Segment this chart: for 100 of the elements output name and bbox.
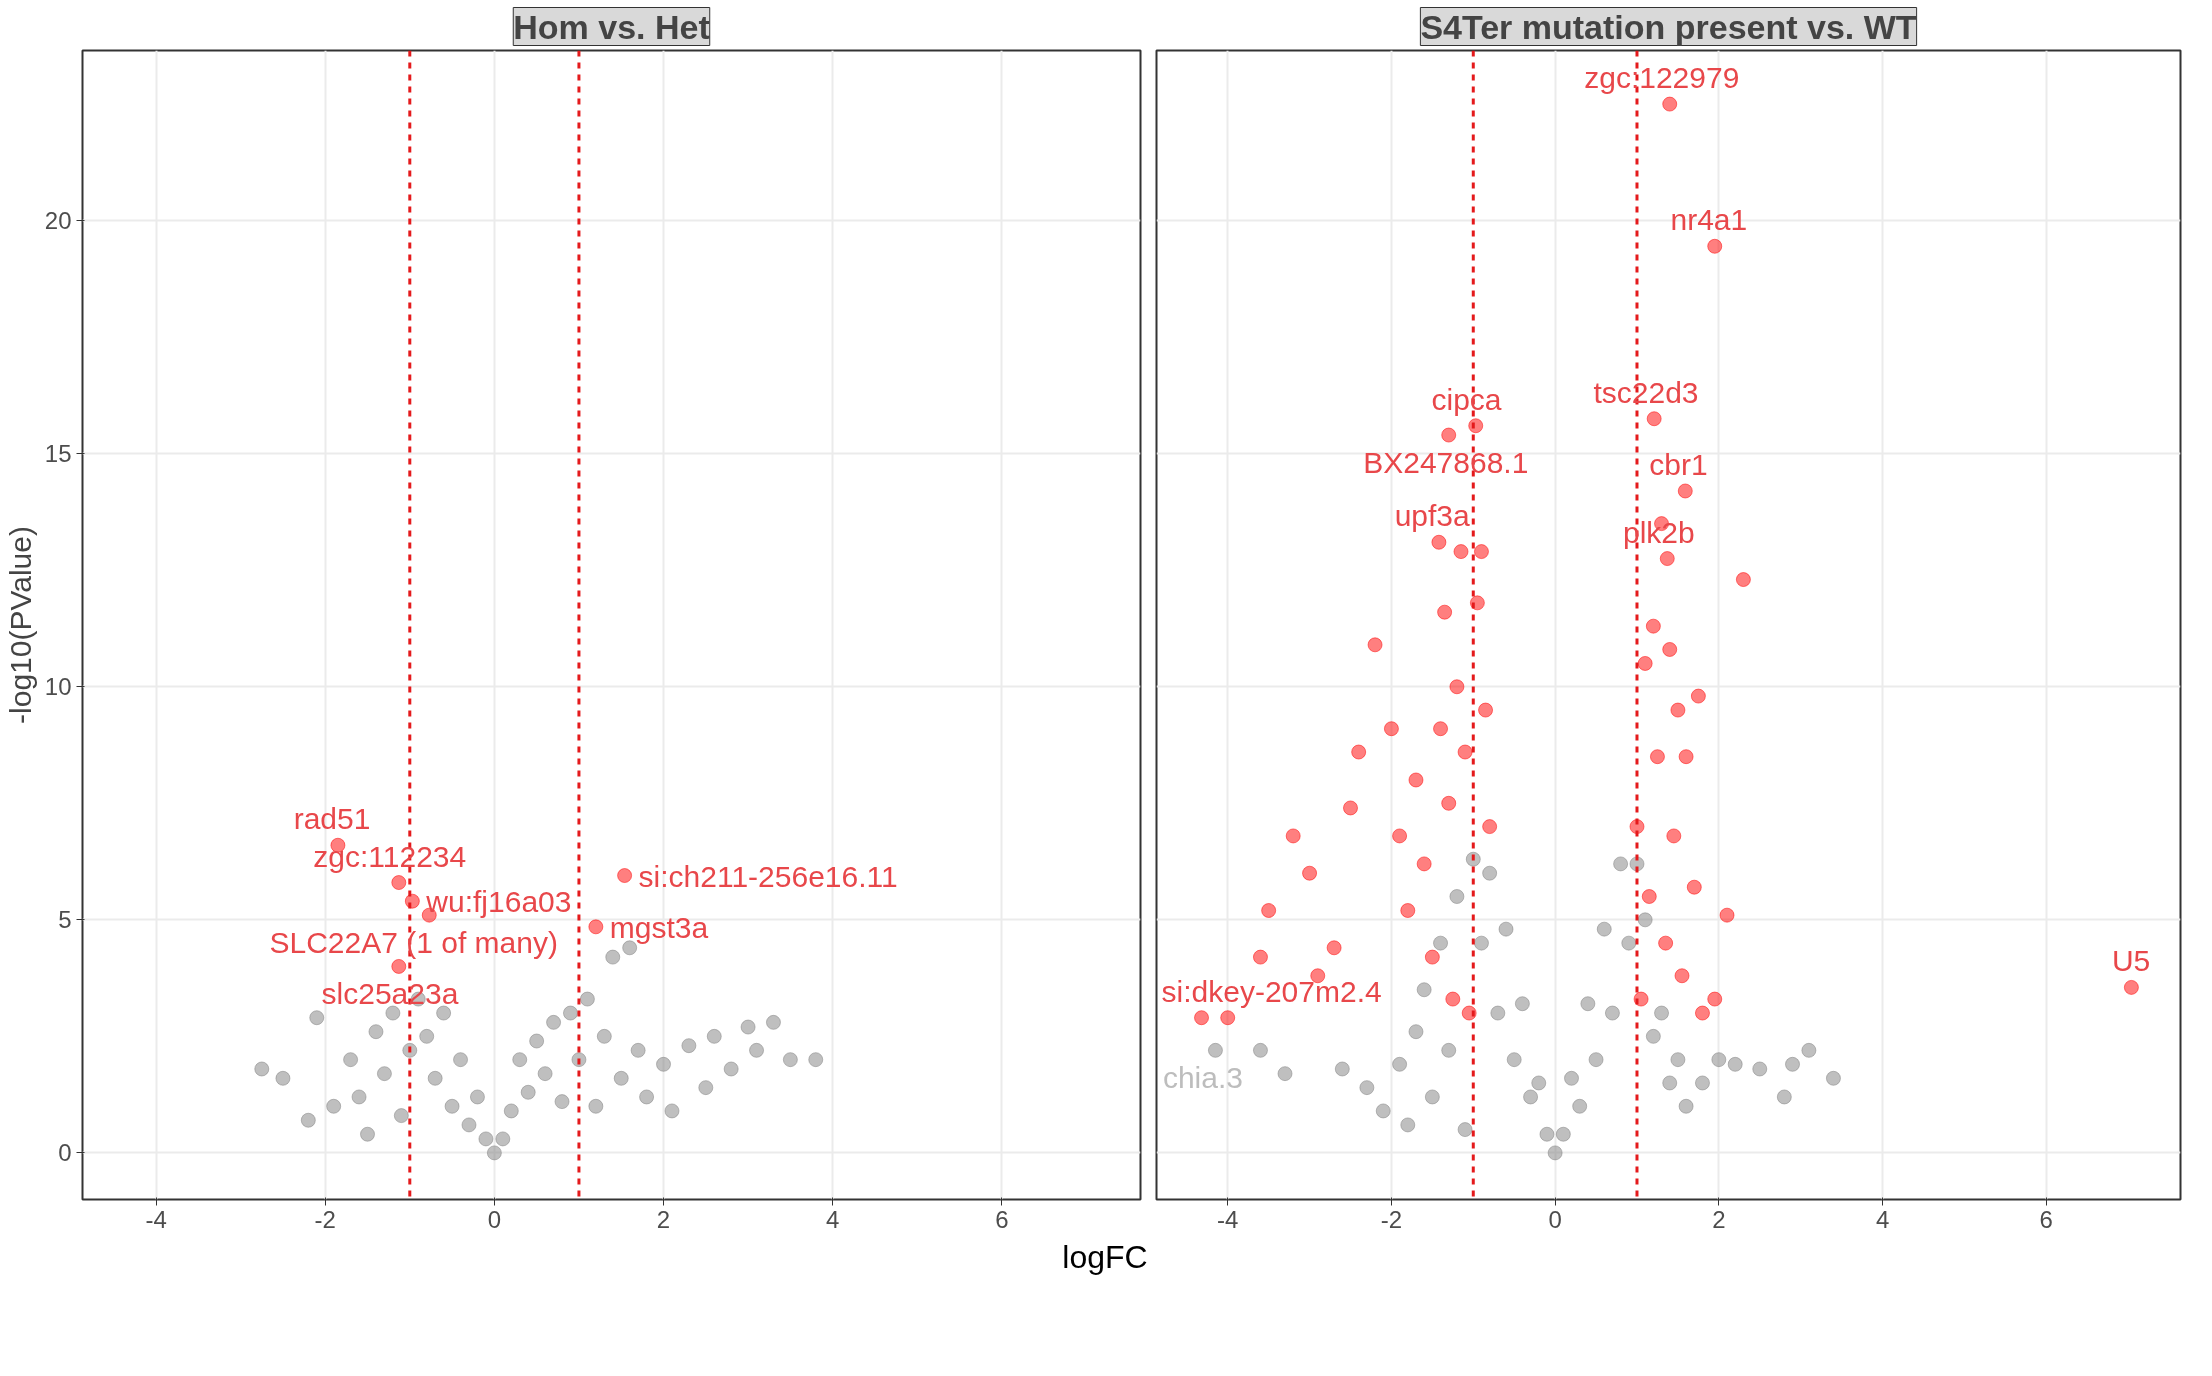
x-tick-label: -4 <box>145 1205 167 1233</box>
point <box>1678 749 1694 765</box>
annotation: BX247868.1 <box>1363 446 1529 480</box>
point <box>1801 1042 1817 1058</box>
point <box>1752 1061 1768 1077</box>
point <box>1825 1070 1841 1086</box>
point <box>1207 1042 1223 1058</box>
x-tick-label: 2 <box>1712 1205 1726 1233</box>
point <box>1686 879 1702 895</box>
x-tick-label: -2 <box>1380 1205 1403 1233</box>
point <box>1719 907 1735 923</box>
point <box>1473 544 1489 560</box>
point <box>639 1089 655 1105</box>
annotation: zgc:122979 <box>1584 61 1740 95</box>
point <box>596 1028 612 1044</box>
point <box>391 875 407 891</box>
point <box>1400 1117 1416 1133</box>
annotation: zgc:112234 <box>313 839 467 873</box>
point <box>1449 889 1465 904</box>
point <box>740 1019 756 1035</box>
point <box>376 1066 392 1082</box>
point <box>588 1098 604 1114</box>
point <box>617 868 633 884</box>
point <box>1343 800 1358 816</box>
point <box>605 949 621 965</box>
y-tick-label: 15 <box>44 440 72 468</box>
point <box>1690 688 1706 704</box>
point <box>1482 819 1498 835</box>
x-tick-label: 4 <box>1875 1205 1890 1233</box>
annotation: si:ch211-256e16.11 <box>638 859 898 893</box>
point <box>546 1014 562 1030</box>
point <box>1261 903 1277 918</box>
point <box>495 1131 511 1147</box>
point <box>1375 1103 1391 1119</box>
annotation: U5 <box>2111 944 2151 978</box>
point <box>1441 795 1457 811</box>
point <box>1707 991 1723 1007</box>
point <box>1711 1052 1727 1068</box>
point <box>391 958 407 974</box>
point <box>1408 772 1424 788</box>
point <box>478 1131 494 1147</box>
point <box>529 1033 545 1049</box>
point <box>1367 637 1383 653</box>
point <box>613 1070 629 1086</box>
point <box>1572 1098 1588 1114</box>
point <box>579 991 595 1007</box>
point <box>1359 1080 1375 1096</box>
point <box>1383 721 1399 737</box>
point <box>1194 1010 1210 1026</box>
point <box>1277 1066 1293 1082</box>
point <box>588 919 604 935</box>
point <box>1735 572 1751 588</box>
point <box>309 1010 325 1026</box>
y-tick-label: 0 <box>58 1139 72 1167</box>
point <box>537 1066 553 1082</box>
point <box>723 1061 739 1077</box>
point <box>393 1108 409 1124</box>
point <box>300 1112 316 1128</box>
point <box>1514 996 1530 1012</box>
point <box>1523 1089 1539 1105</box>
point <box>1547 1145 1563 1161</box>
annotation: tsc22d3 <box>1593 375 1699 409</box>
x-tick-label: -2 <box>314 1205 336 1233</box>
point <box>1621 935 1637 951</box>
point <box>1645 618 1661 634</box>
point <box>1457 1122 1473 1138</box>
point <box>444 1098 460 1114</box>
annotation: chia.3 <box>1162 1061 1243 1095</box>
point <box>1596 921 1612 937</box>
point <box>1555 1126 1571 1142</box>
point <box>1694 1005 1710 1021</box>
point <box>1637 912 1653 928</box>
point <box>1659 551 1675 567</box>
point <box>2123 979 2139 995</box>
point <box>1252 949 1268 965</box>
point <box>1408 1024 1424 1040</box>
point <box>1416 856 1432 872</box>
point <box>1776 1089 1792 1105</box>
y-tick-label: 5 <box>58 906 72 934</box>
point <box>749 1042 765 1058</box>
point <box>461 1117 477 1133</box>
point <box>1473 935 1489 951</box>
point <box>1400 903 1416 918</box>
point <box>453 1052 469 1068</box>
annotation: mgst3a <box>609 910 709 944</box>
y-axis-title: -log10(PValue) <box>3 526 37 724</box>
point <box>782 1052 798 1068</box>
x-tick-label: 2 <box>656 1205 671 1233</box>
x-tick-label: 6 <box>2039 1205 2053 1233</box>
x-tick-label: 0 <box>1548 1205 1562 1233</box>
point <box>1662 641 1678 657</box>
point <box>1392 1056 1408 1072</box>
point <box>436 1005 452 1021</box>
point <box>1424 1089 1440 1105</box>
point <box>254 1061 270 1077</box>
point <box>1326 940 1342 956</box>
point <box>1498 921 1514 937</box>
point <box>1424 949 1440 965</box>
point <box>368 1024 384 1040</box>
point <box>360 1126 376 1142</box>
